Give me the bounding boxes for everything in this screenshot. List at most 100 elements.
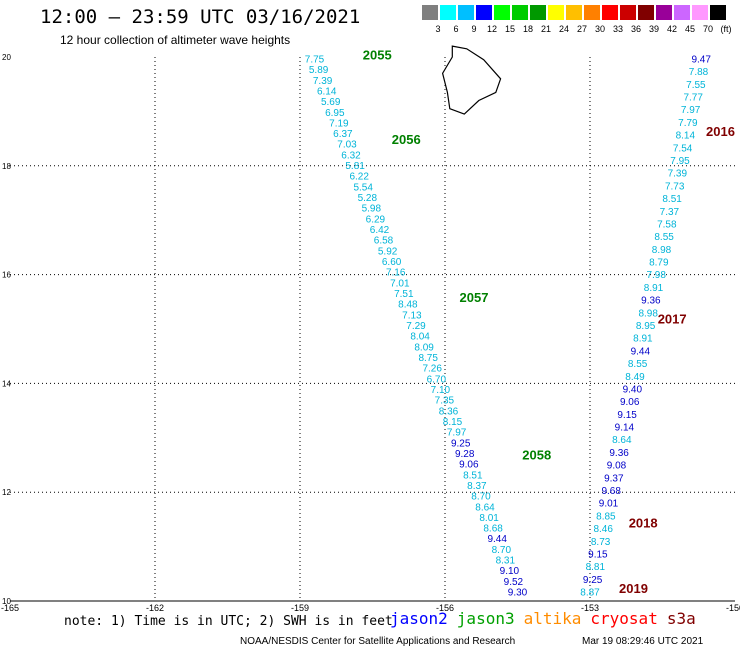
wave-height-value: 7.35 (435, 396, 455, 407)
wave-height-value: 7.39 (668, 169, 688, 180)
color-scale-label: 9 (471, 24, 477, 34)
wave-height-value: 9.36 (609, 448, 629, 459)
longitude-tick-label: -156 (436, 603, 454, 613)
wave-height-value: 6.32 (341, 150, 361, 161)
color-scale-label: 36 (630, 24, 641, 34)
wave-height-value: 7.73 (665, 181, 685, 192)
wave-height-value: 8.14 (676, 131, 696, 142)
color-scale-swatch (530, 5, 546, 20)
wave-height-value: 8.15 (443, 417, 463, 428)
units-note: note: 1) Time is in UTC; 2) SWH is in fe… (64, 614, 393, 629)
wave-height-value: 5.81 (345, 161, 365, 172)
wave-height-value: 7.75 (305, 54, 325, 65)
pass-number-label: 2018 (629, 516, 658, 531)
wave-height-value: 9.14 (615, 423, 635, 434)
wave-height-value: 8.73 (591, 537, 611, 548)
color-scale-swatch (494, 5, 510, 20)
wave-height-value: 8.31 (496, 556, 516, 567)
wave-height-value: 6.60 (382, 257, 402, 268)
longitude-tick-label: -150 (726, 603, 740, 613)
color-scale-label: 3 (435, 24, 441, 34)
color-scale-label: 27 (576, 24, 587, 34)
color-scale-swatch (476, 5, 492, 20)
wave-height-value: 7.01 (390, 278, 410, 289)
wave-height-value: 7.54 (673, 143, 693, 154)
wave-height-value: 7.95 (670, 156, 690, 167)
wave-height-value: 8.49 (625, 372, 645, 383)
latitude-tick-label: 14 (2, 379, 11, 388)
wave-height-value: 8.37 (467, 481, 487, 492)
wave-height-value: 9.52 (504, 577, 524, 588)
color-scale-label: 45 (684, 24, 695, 34)
wave-height-value: 7.39 (313, 76, 333, 87)
longitude-tick-label: -165 (1, 603, 19, 613)
wave-height-value: 7.77 (683, 93, 703, 104)
wave-height-value: 8.91 (633, 334, 653, 345)
color-scale-swatch (422, 5, 438, 20)
color-scale-swatch (602, 5, 618, 20)
wave-height-value: 7.16 (386, 268, 406, 279)
color-scale-swatch (512, 5, 528, 20)
wave-height-value: 7.98 (646, 270, 666, 281)
satellite-legend-item: jason2 (390, 609, 448, 628)
longitude-tick-label: -153 (581, 603, 599, 613)
latitude-tick-label: 18 (2, 162, 11, 171)
color-scale-label: (ft) (720, 24, 732, 34)
wave-height-value: 9.68 (601, 486, 621, 497)
wave-height-value: 7.26 (422, 364, 442, 375)
pass-number-label: 2017 (658, 312, 687, 327)
wave-height-value: 9.15 (617, 410, 637, 421)
wave-height-value: 8.98 (652, 245, 672, 256)
wave-height-value: 8.51 (662, 194, 682, 205)
wave-height-value: 9.30 (508, 588, 528, 599)
wave-height-value: 7.29 (406, 321, 426, 332)
color-scale-swatch (710, 5, 726, 20)
color-scale-label: 18 (522, 24, 533, 34)
latitude-tick-label: 20 (2, 53, 11, 62)
satellite-legend-item: cryosat (590, 609, 658, 628)
pass-number-label: 2055 (363, 48, 392, 63)
satellite-legend-item: s3a (666, 609, 696, 628)
wave-height-value: 8.04 (410, 332, 430, 343)
wave-height-value: 9.06 (459, 460, 479, 471)
wave-height-value: 7.79 (678, 118, 698, 129)
footer-credit: NOAA/NESDIS Center for Satellite Applica… (240, 636, 516, 647)
wave-height-value: 5.89 (309, 65, 329, 76)
color-scale-label: 12 (486, 24, 497, 34)
color-scale-label: 39 (648, 24, 659, 34)
color-scale-swatch (584, 5, 600, 20)
color-scale-swatch (548, 5, 564, 20)
pass-number-label: 2057 (460, 290, 489, 305)
wave-height-value: 7.55 (686, 80, 706, 91)
wave-height-value: 9.08 (607, 461, 627, 472)
wave-height-value: 7.51 (394, 289, 414, 300)
wave-height-value: 6.42 (370, 225, 390, 236)
wave-height-value: 8.01 (479, 513, 499, 524)
wave-height-value: 8.95 (636, 321, 656, 332)
wave-height-value: 9.06 (620, 397, 640, 408)
wave-height-value: 8.85 (596, 511, 616, 522)
wave-height-value: 5.92 (378, 246, 398, 257)
wave-height-value: 5.28 (358, 193, 378, 204)
wave-height-value: 8.70 (471, 492, 491, 503)
wave-height-value: 9.25 (583, 575, 603, 586)
color-scale-label: 42 (666, 24, 677, 34)
wave-height-value: 7.97 (681, 105, 701, 116)
wave-height-value: 5.69 (321, 97, 341, 108)
wave-height-value: 8.09 (414, 342, 434, 353)
wave-height-value: 5.54 (353, 182, 373, 193)
wave-height-value: 7.13 (402, 310, 422, 321)
wave-height-value: 8.48 (398, 300, 418, 311)
latitude-tick-label: 10 (2, 597, 11, 606)
wave-height-value: 8.55 (628, 359, 648, 370)
color-scale-label: 24 (558, 24, 569, 34)
wave-height-value: 6.37 (333, 129, 353, 140)
satellite-legend: jason2 jason3 altika cryosat s3a (390, 609, 705, 628)
color-scale-swatch (674, 5, 690, 20)
color-scale-label: 21 (540, 24, 551, 34)
wave-height-value: 7.19 (329, 118, 349, 129)
wave-height-value: 8.46 (593, 524, 613, 535)
wave-height-value: 8.51 (463, 470, 483, 481)
color-scale-label: 30 (594, 24, 605, 34)
